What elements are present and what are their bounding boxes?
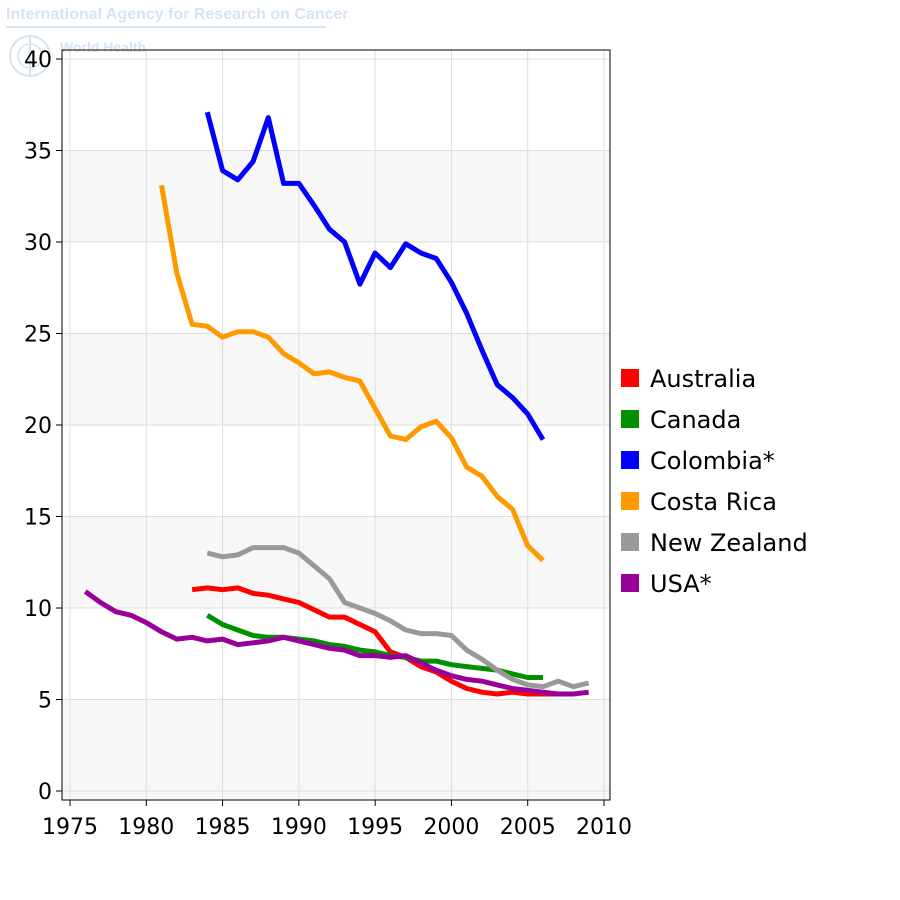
legend-swatch-new-zealand	[621, 533, 639, 551]
who-emblem-icon	[9, 35, 51, 77]
y-tick-label: 25	[24, 323, 52, 348]
legend-label-new-zealand: New Zealand	[650, 529, 808, 557]
plot-bands	[62, 150, 610, 800]
y-tick-label: 0	[38, 780, 52, 805]
legend-label-usa: USA*	[650, 570, 712, 598]
x-tick-label: 1985	[195, 815, 251, 840]
series-line-usa	[83, 589, 589, 697]
legend-label-costa-rica: Costa Rica	[650, 488, 777, 516]
series-line-colombia	[204, 111, 546, 441]
plot-band	[62, 699, 610, 800]
legend-swatch-australia	[621, 369, 639, 387]
x-tick-label: 1975	[42, 815, 98, 840]
y-tick-label: 5	[38, 689, 52, 714]
x-tick-label: 1980	[118, 815, 174, 840]
x-tick-label: 1990	[271, 815, 327, 840]
watermark: International Agency for Research on Can…	[6, 6, 349, 77]
y-tick-label: 10	[24, 597, 52, 622]
series-line-new-zealand	[206, 545, 590, 690]
y-tick-label: 15	[24, 506, 52, 531]
series-line-costa-rica	[159, 184, 545, 563]
series-line-canada	[206, 613, 543, 680]
legend-label-canada: Canada	[650, 406, 741, 434]
series-line-australia	[191, 585, 574, 697]
x-axis: 1975 1980 1985 1990 1995 2000 2005 2010	[42, 800, 632, 840]
legend-swatch-costa-rica	[621, 492, 639, 510]
y-tick-label: 20	[24, 414, 52, 439]
plot-band	[62, 333, 610, 425]
x-tick-label: 2000	[423, 815, 479, 840]
y-tick-label: 40	[24, 48, 52, 73]
x-tick-label: 2005	[500, 815, 556, 840]
legend-label-australia: Australia	[650, 365, 756, 393]
legend-swatch-usa	[621, 574, 639, 592]
y-tick-label: 30	[24, 231, 52, 256]
grid	[62, 50, 610, 800]
legend-label-colombia: Colombia*	[650, 447, 775, 475]
legend-swatch-colombia	[621, 451, 639, 469]
watermark-org: World Health	[60, 39, 146, 55]
x-tick-label: 1995	[347, 815, 403, 840]
x-tick-label: 2010	[576, 815, 632, 840]
watermark-agency: International Agency for Research on Can…	[6, 6, 349, 23]
plot-band	[62, 150, 610, 242]
y-axis: 0 5 10 15 20 25 30 35 40	[24, 48, 62, 805]
series-lines	[83, 111, 590, 697]
y-tick-label: 35	[24, 140, 52, 165]
legend: Australia Canada Colombia* Costa Rica New Ze…	[621, 365, 808, 598]
legend-swatch-canada	[621, 410, 639, 428]
